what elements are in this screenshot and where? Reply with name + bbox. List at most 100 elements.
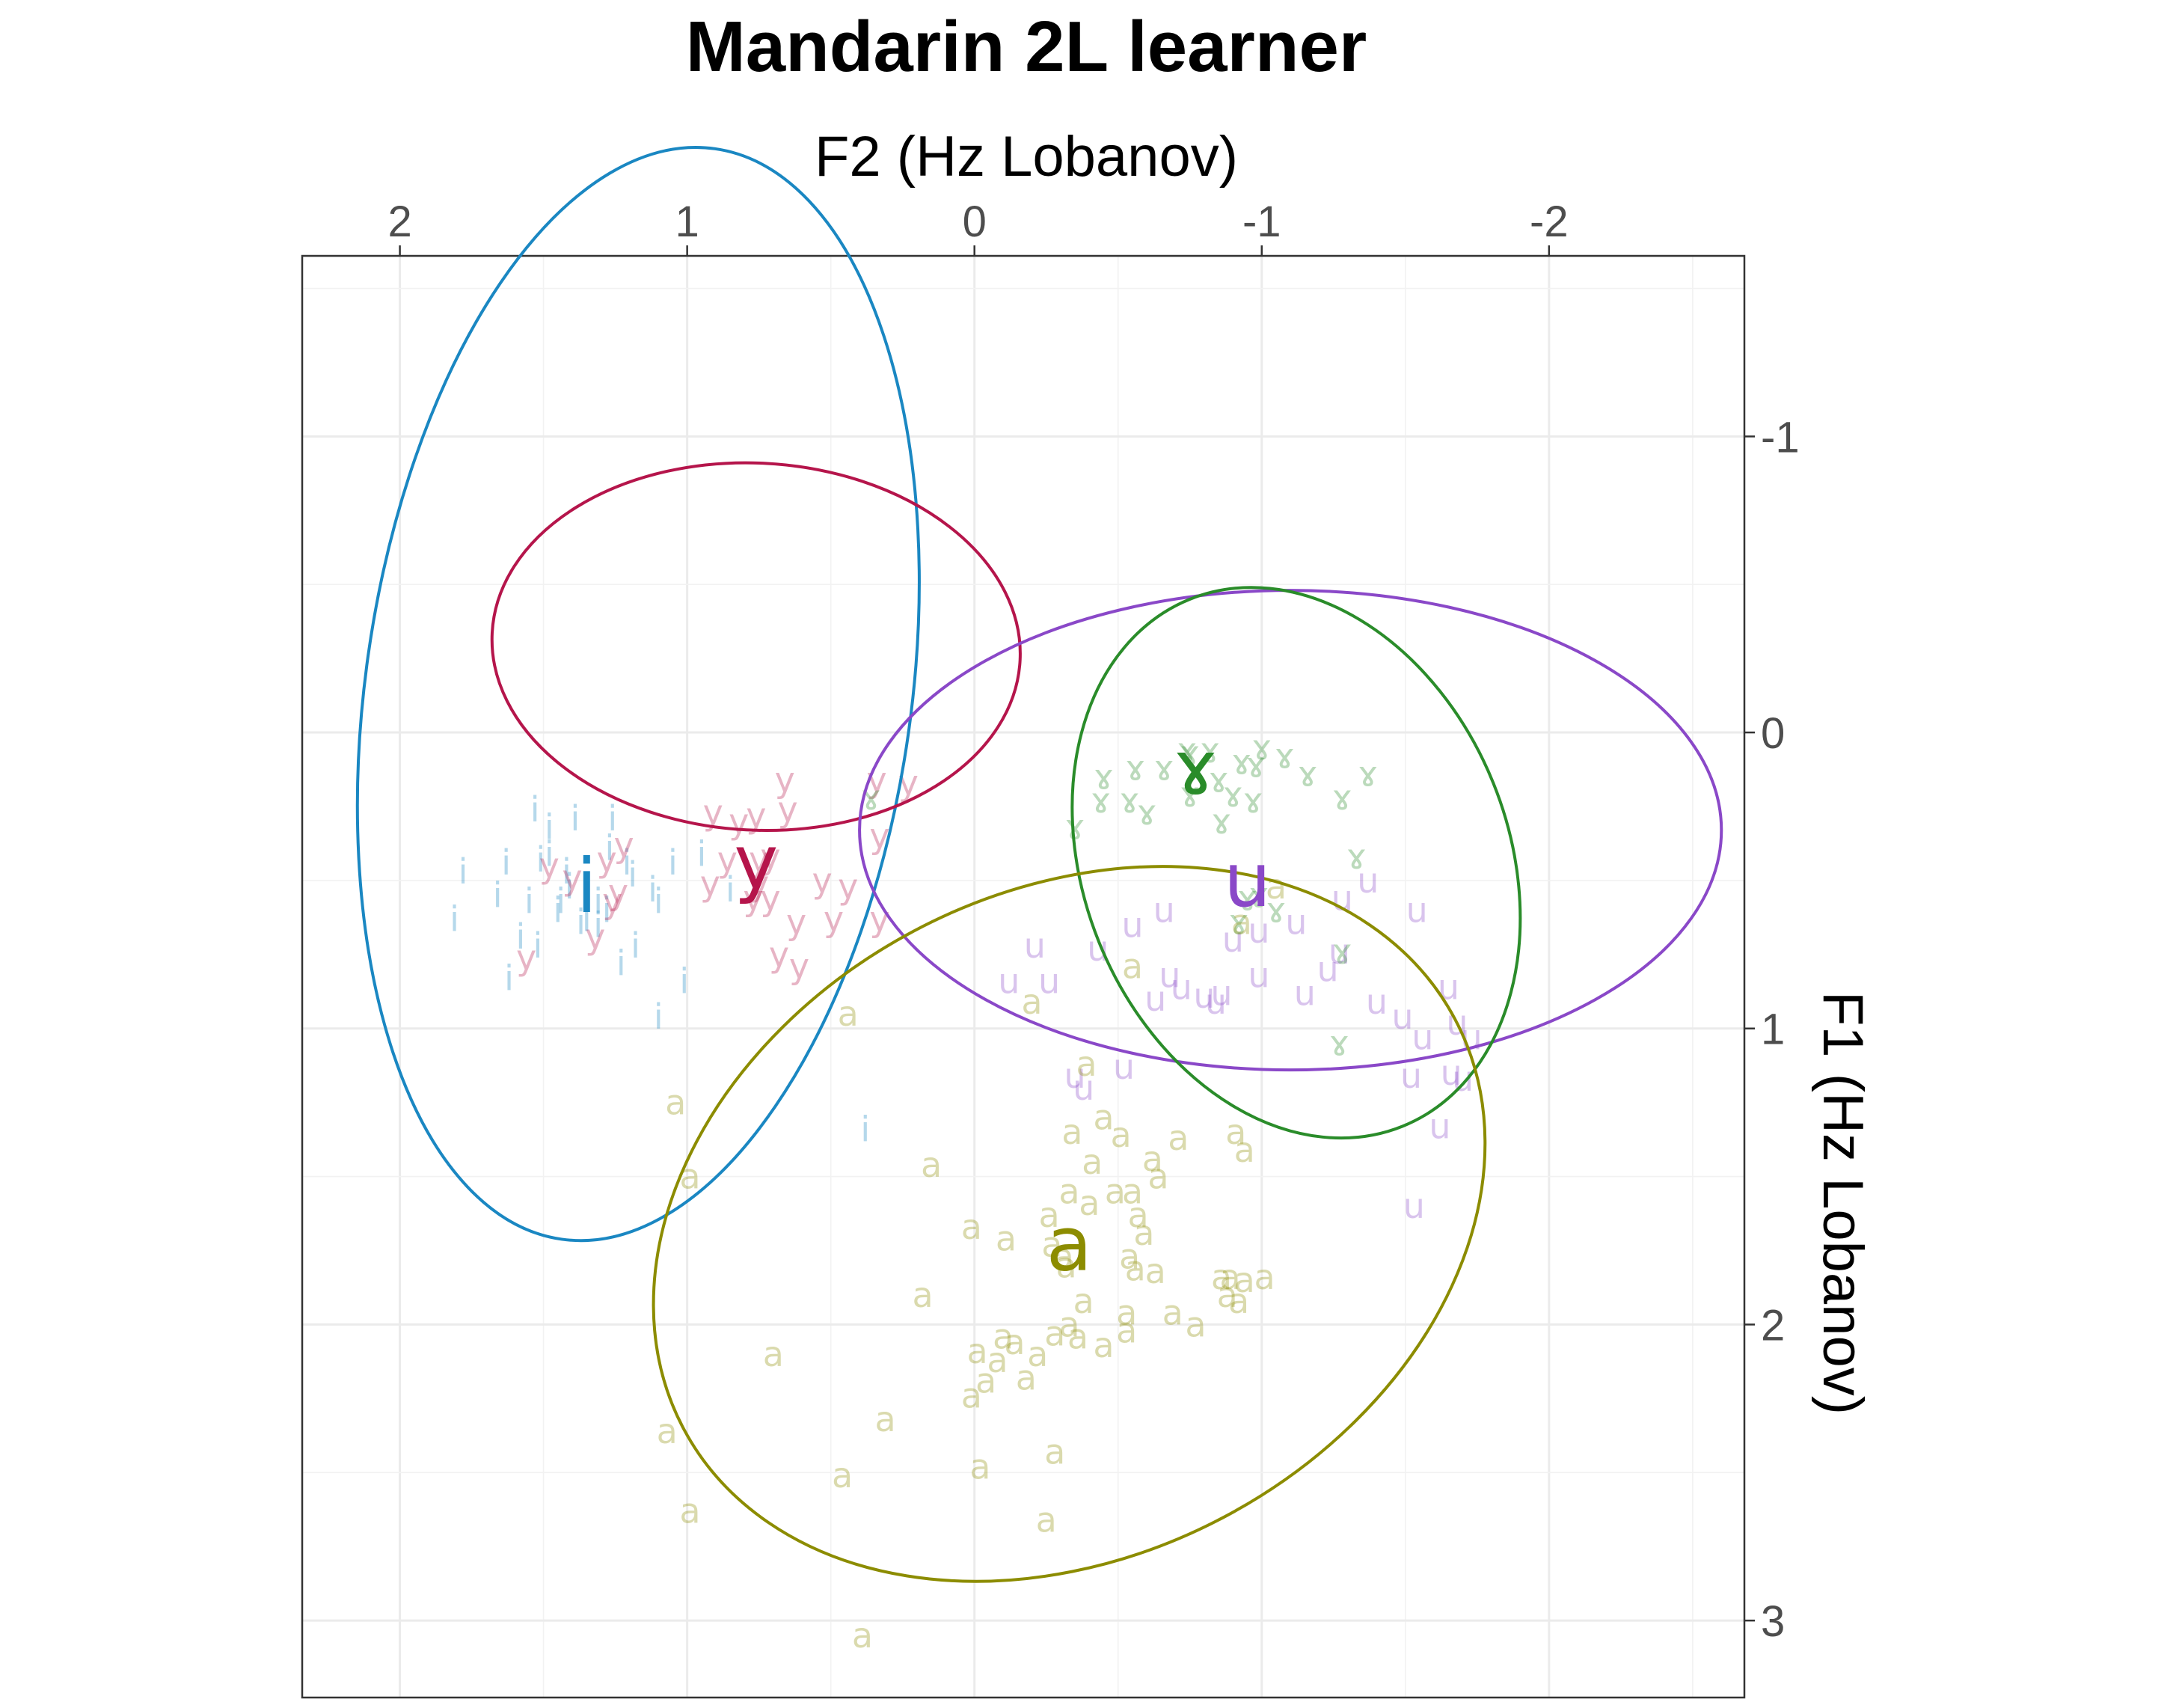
token-point: a: [1231, 902, 1252, 942]
token-point: ɤ: [1177, 730, 1197, 771]
token-point: i: [593, 881, 603, 922]
centroid-label: a: [1046, 1201, 1092, 1288]
token-point: ɤ: [1237, 878, 1257, 919]
token-point: a: [1125, 1248, 1146, 1288]
token-point: ɤ: [1266, 890, 1286, 930]
token-point: y: [749, 863, 769, 904]
token-point: i: [504, 958, 514, 998]
token-point: ɤ: [1136, 792, 1156, 833]
token-point: ɤ: [1251, 727, 1272, 768]
chart-title: Mandarin 2L learner: [686, 7, 1367, 87]
token-point: u: [1406, 890, 1428, 930]
token-point: ɤ: [1329, 1023, 1349, 1064]
grid: [302, 256, 1744, 1698]
x-tick-label: -1: [1242, 198, 1281, 246]
token-point: a: [1110, 1115, 1131, 1155]
token-point: u: [1210, 973, 1232, 1013]
token-point: a: [852, 1615, 873, 1656]
token-point: i: [605, 827, 615, 868]
y-tick-label: -1: [1761, 413, 1800, 462]
token-point: a: [969, 1446, 990, 1487]
token-point: i: [570, 798, 580, 839]
token-point: i: [450, 899, 459, 939]
token-point: a: [921, 1145, 942, 1185]
token-point: a: [875, 1399, 896, 1439]
token-point: u: [1438, 967, 1459, 1007]
y-tick-label: 3: [1761, 1597, 1785, 1646]
token-point: a: [1254, 1257, 1275, 1297]
token-point: a: [1058, 1304, 1079, 1344]
token-point: y: [743, 878, 763, 919]
token-point: ɤ: [1208, 759, 1228, 800]
token-point: a: [966, 1331, 987, 1371]
token-point: y: [760, 878, 780, 919]
plot-panel-border: [301, 254, 1746, 1699]
token-point: y: [717, 839, 738, 880]
token-point: a: [1079, 1183, 1100, 1223]
token-point: ɤ: [1332, 777, 1352, 818]
token-point: ɤ: [1298, 753, 1318, 794]
token-point: i: [582, 899, 592, 939]
y-tick-label: 1: [1761, 1005, 1785, 1054]
token-point: u: [1357, 860, 1379, 901]
token-point: a: [1004, 1322, 1025, 1362]
token-point: a: [1027, 1334, 1048, 1374]
token-point: ɤ: [1211, 801, 1231, 842]
token-point: i: [533, 925, 543, 966]
token-point: a: [1228, 1281, 1249, 1321]
token-point: y: [608, 872, 628, 913]
token-point: ɤ: [1358, 753, 1378, 794]
token-point: i: [459, 851, 468, 892]
token-point: y: [824, 899, 844, 939]
token-point: a: [1219, 1257, 1240, 1297]
token-point: u: [1144, 979, 1166, 1019]
token-point: a: [912, 1275, 933, 1315]
ellipse-a: [652, 865, 1487, 1583]
token-point: i: [602, 890, 612, 930]
token-point: i: [545, 833, 554, 874]
token-point: a: [1185, 1304, 1206, 1344]
token-point: u: [1412, 1017, 1433, 1058]
y-axis-title: F1 (Hz Lobanov): [1811, 991, 1875, 1415]
token-point: a: [832, 1455, 853, 1496]
token-point: a: [1044, 1313, 1065, 1353]
token-point: y: [729, 801, 749, 842]
token-point: a: [1058, 1171, 1079, 1211]
token-point: a: [1122, 946, 1143, 987]
token-point: u: [1366, 982, 1388, 1022]
token-point: u: [1222, 919, 1244, 960]
token-point: ɤ: [1248, 875, 1269, 916]
token-point: a: [1036, 1500, 1057, 1540]
token-point: ɤ: [1119, 780, 1139, 821]
token-point: ɤ: [1332, 931, 1352, 972]
token-point: ɤ: [1200, 730, 1220, 771]
token-point: a: [1093, 1325, 1114, 1365]
token-point: i: [668, 842, 678, 883]
token-point: a: [1067, 1316, 1088, 1356]
ellipse-u: [858, 589, 1723, 1072]
token-point: u: [1159, 955, 1180, 996]
token-point: u: [1248, 955, 1269, 996]
token-point: i: [593, 904, 603, 945]
y-tick-label: 0: [1761, 709, 1785, 758]
token-point: a: [1116, 1293, 1137, 1333]
token-point: a: [975, 1361, 996, 1401]
ellipse-i: [355, 146, 921, 1243]
token-point: u: [1064, 1056, 1086, 1096]
token-point: ɤ: [1228, 902, 1248, 942]
token-point: u: [1285, 902, 1307, 942]
token-point: a: [1133, 1213, 1154, 1253]
token-point: y: [777, 789, 797, 830]
token-point: ɤ: [1275, 736, 1295, 777]
token-point: i: [860, 1109, 870, 1149]
token-point: a: [1041, 1225, 1062, 1265]
token-point: i: [562, 851, 571, 892]
token-point: ɤ: [1091, 780, 1111, 821]
token-point: ɤ: [1223, 774, 1243, 815]
token-point: y: [585, 916, 605, 957]
token-point: a: [1128, 1195, 1149, 1235]
token-point: ɤ: [1153, 748, 1174, 789]
token-point: a: [1122, 1171, 1143, 1211]
token-point: i: [536, 839, 545, 880]
